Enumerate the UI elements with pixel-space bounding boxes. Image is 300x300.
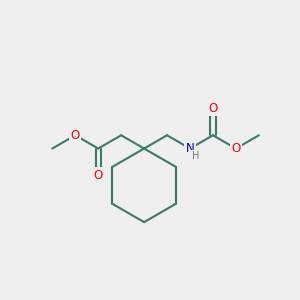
Text: O: O: [70, 129, 80, 142]
Text: H: H: [192, 151, 199, 161]
Text: N: N: [186, 142, 194, 155]
Text: O: O: [231, 142, 241, 155]
Text: O: O: [208, 102, 218, 115]
Text: O: O: [94, 169, 103, 182]
